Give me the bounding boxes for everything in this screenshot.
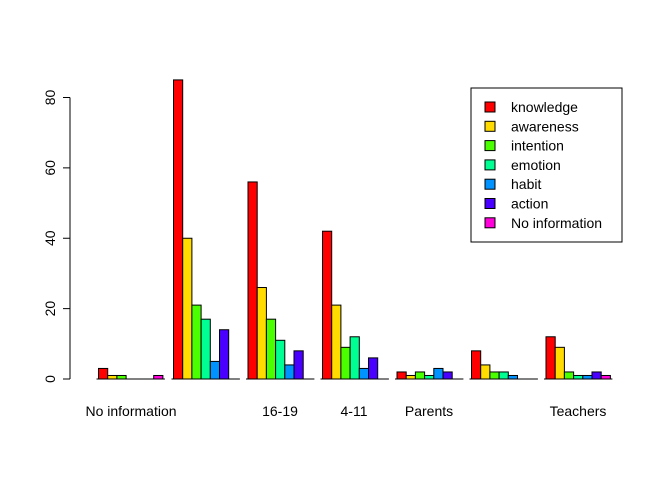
bar-action [219, 329, 230, 380]
y-axis: 0 20 40 60 80 [42, 90, 71, 383]
legend-swatch [484, 159, 496, 171]
bar-action [442, 371, 453, 380]
bar-awareness [256, 287, 267, 380]
bars-layer [96, 79, 613, 380]
bar-intention [340, 346, 351, 380]
x-category-label: No information [85, 403, 176, 419]
legend-label: awareness [511, 118, 579, 134]
bar-group [320, 230, 389, 380]
y-tick-label: 80 [42, 90, 58, 106]
y-tick-label: 20 [42, 301, 58, 317]
bar-intention [489, 371, 500, 380]
x-category-label: 16-19 [262, 403, 298, 419]
bar-action [293, 350, 304, 380]
bar-group [171, 79, 240, 380]
bar-emotion [200, 318, 211, 380]
legend-swatch [484, 140, 496, 152]
bar-awareness [331, 304, 342, 380]
bar-awareness [107, 374, 118, 380]
legend-swatch [484, 178, 496, 190]
bar-intention [563, 371, 575, 380]
bar-action [591, 371, 602, 380]
bar-awareness [182, 237, 193, 380]
legend-item: knowledge [484, 99, 578, 115]
bar-habit [284, 364, 295, 380]
bar-awareness [480, 364, 491, 380]
bar-awareness [554, 346, 565, 380]
x-category-label: Parents [405, 403, 453, 419]
y-tick-label: 0 [42, 375, 58, 383]
bar-habit [209, 360, 221, 380]
legend: knowledge awareness intention emotion habit a… [470, 87, 623, 243]
bar-knowledge [322, 230, 333, 380]
bar-group [395, 367, 464, 380]
bar-knowledge [173, 79, 184, 380]
bar-emotion [424, 374, 435, 380]
legend-item: action [484, 196, 548, 212]
bar-no-information [153, 374, 164, 380]
bar-emotion [573, 374, 584, 380]
legend-swatch [484, 198, 496, 209]
bar-habit [507, 374, 518, 380]
bar-no-information [600, 374, 611, 380]
bar-knowledge [247, 181, 258, 380]
bar-group [469, 350, 538, 380]
bar-emotion [498, 371, 509, 380]
y-tick-label: 60 [42, 160, 58, 176]
bar-group [544, 336, 613, 380]
bar-knowledge [98, 367, 109, 380]
bar-intention [265, 318, 277, 380]
bar-intention [191, 304, 202, 380]
bar-group [246, 181, 315, 380]
legend-item: habit [484, 176, 541, 192]
y-tick-label: 40 [42, 230, 58, 246]
legend-label: No information [511, 215, 602, 231]
bar-knowledge [471, 350, 482, 380]
legend-label: intention [511, 138, 564, 154]
bar-knowledge [545, 336, 556, 380]
bar-emotion [275, 339, 286, 380]
category-labels: No information 16-19 4-11 Parents Teachers [85, 403, 606, 419]
bar-knowledge [396, 371, 407, 380]
bar-intention [414, 371, 426, 380]
legend-item: intention [484, 138, 564, 154]
legend-label: habit [511, 176, 541, 192]
legend-box [470, 87, 623, 243]
legend-item: No information [484, 215, 602, 231]
bar-habit [582, 374, 593, 380]
bar-habit [433, 367, 444, 380]
bar-emotion [349, 336, 360, 380]
legend-item: emotion [484, 157, 561, 173]
legend-item: awareness [484, 118, 579, 134]
bar-intention [116, 374, 127, 380]
x-category-label: Teachers [550, 403, 607, 419]
legend-label: knowledge [511, 99, 578, 115]
bar-habit [358, 367, 369, 380]
bar-action [368, 357, 379, 380]
legend-swatch [484, 217, 496, 229]
legend-swatch [484, 101, 496, 113]
legend-swatch [484, 120, 496, 132]
legend-label: emotion [511, 157, 561, 173]
bar-group [96, 367, 165, 380]
x-category-label: 4-11 [341, 403, 368, 419]
bar-awareness [405, 374, 416, 380]
legend-label: action [511, 196, 548, 212]
